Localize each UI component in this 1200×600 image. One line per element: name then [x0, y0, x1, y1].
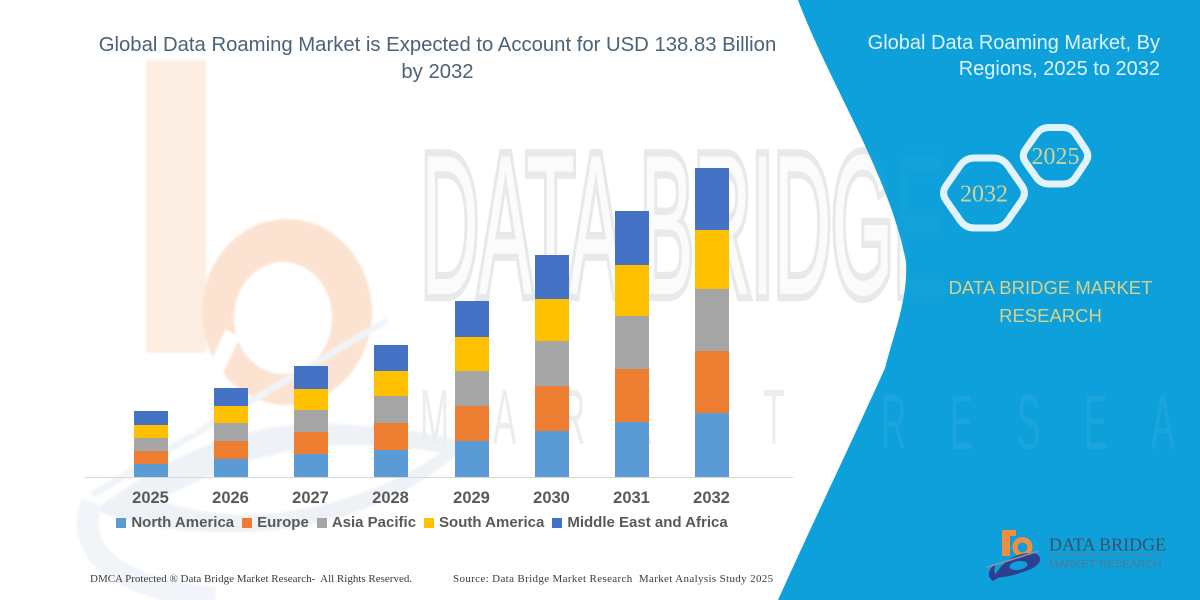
svg-text:2025: 2025 [1032, 144, 1080, 170]
svg-text:DATA BRIDGE: DATA BRIDGE [421, 114, 947, 337]
svg-text:DATA BRIDGE: DATA BRIDGE [1049, 535, 1166, 555]
svg-text:DATA BRIDGE: DATA BRIDGE [421, 114, 947, 337]
svg-text:MARKET RESEARCH: MARKET RESEARCH [1049, 559, 1162, 571]
svg-text:MARKET RESEARCH: MARKET RESEARCH [420, 378, 1200, 466]
svg-text:2032: 2032 [960, 182, 1008, 208]
